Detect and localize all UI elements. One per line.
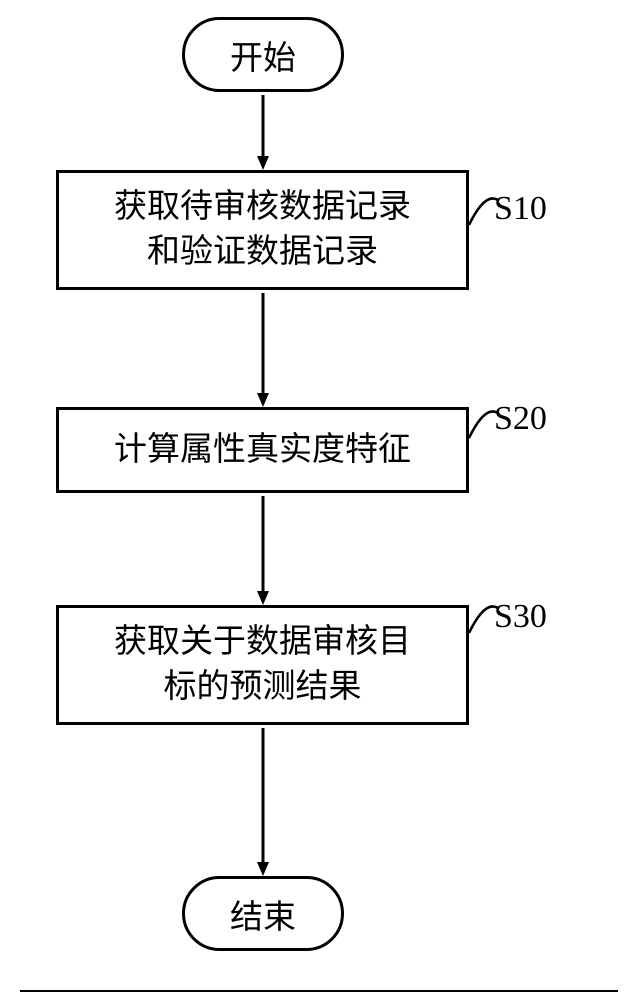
label-s20: S20: [494, 400, 547, 438]
process-s20-text: 计算属性真实度特征: [114, 428, 411, 473]
process-s30-text: 获取关于数据审核目 标的预测结果: [114, 620, 411, 709]
process-s10-line1: 获取待审核数据记录: [114, 189, 411, 225]
process-s30: 获取关于数据审核目 标的预测结果: [56, 605, 469, 725]
terminator-start-text: 开始: [230, 31, 296, 79]
terminator-end-text: 结束: [230, 890, 296, 938]
process-s10: 获取待审核数据记录 和验证数据记录: [56, 170, 469, 290]
process-s10-line2: 和验证数据记录: [147, 234, 378, 270]
process-s10-text: 获取待审核数据记录 和验证数据记录: [114, 185, 411, 274]
label-s30: S30: [494, 598, 547, 636]
process-s20-line1: 计算属性真实度特征: [114, 432, 411, 468]
arrow-layer: [0, 0, 638, 1000]
terminator-start: 开始: [182, 17, 344, 92]
label-s10: S10: [494, 190, 547, 228]
terminator-end: 结束: [182, 876, 344, 951]
process-s30-line2: 标的预测结果: [164, 669, 362, 705]
process-s30-line1: 获取关于数据审核目: [114, 624, 411, 660]
flowchart-canvas: 开始 获取待审核数据记录 和验证数据记录 计算属性真实度特征 获取关于数据审核目…: [0, 0, 638, 1000]
bottom-frame-line: [20, 990, 618, 992]
process-s20: 计算属性真实度特征: [56, 407, 469, 493]
